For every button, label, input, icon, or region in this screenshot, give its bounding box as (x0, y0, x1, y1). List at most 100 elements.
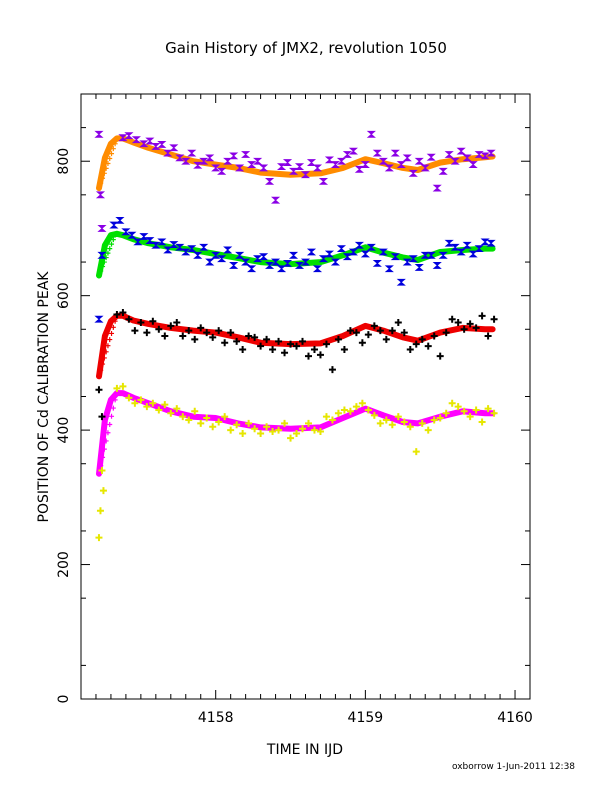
data-point (424, 426, 432, 434)
data-point (270, 258, 281, 266)
y-tick-label: 200 (56, 551, 72, 578)
fit-ramp-point (107, 422, 113, 428)
data-point (139, 140, 149, 148)
data-point (334, 335, 342, 343)
data-point (444, 239, 454, 247)
x-axis-label: TIME IN IJD (266, 742, 343, 758)
data-point (239, 429, 247, 437)
fit-ramp-point (112, 141, 118, 147)
data-point (418, 419, 426, 427)
data-point (322, 340, 330, 348)
fit-ramp-point (101, 446, 107, 452)
data-point (420, 251, 430, 259)
data-point (282, 159, 293, 166)
data-point (372, 149, 382, 157)
data-point (406, 345, 414, 353)
data-point (370, 322, 378, 330)
data-point (432, 184, 442, 192)
data-point (426, 251, 436, 259)
fit-ramp-point (107, 246, 113, 252)
data-point (223, 157, 233, 165)
fit-ramp-point (105, 160, 111, 166)
data-point (354, 241, 364, 249)
data-point (175, 154, 185, 162)
data-point (376, 419, 384, 427)
data-point (199, 243, 209, 251)
data-point (205, 154, 215, 162)
data-point (300, 171, 311, 179)
data-point (460, 325, 468, 333)
fit-ramp-point (105, 430, 111, 436)
fit-ramp-point (98, 180, 104, 186)
data-point (424, 342, 432, 350)
data-point (270, 196, 281, 204)
data-point (360, 250, 370, 258)
data-point (432, 262, 442, 269)
data-point (173, 405, 181, 413)
data-point (478, 312, 486, 320)
data-point (336, 157, 347, 165)
data-point (414, 264, 424, 271)
data-point (490, 315, 498, 323)
data-point (211, 164, 221, 172)
data-point (378, 248, 388, 256)
fit-ramp-point (112, 397, 118, 403)
fit-ramp-point (110, 405, 116, 411)
data-point (299, 425, 307, 433)
data-point (276, 163, 287, 170)
data-point (396, 161, 406, 168)
data-point (454, 403, 462, 411)
data-point (412, 448, 420, 456)
data-point (448, 315, 456, 323)
data-point (342, 151, 352, 158)
data-point (340, 406, 348, 414)
data-point (456, 248, 466, 256)
data-point (342, 253, 352, 261)
data-point (293, 429, 301, 437)
data-point (157, 141, 167, 148)
data-point (352, 329, 360, 337)
fit-ramp-point (98, 367, 104, 373)
data-point (454, 319, 462, 327)
data-point (203, 329, 211, 337)
data-point (336, 245, 347, 253)
y-tick-label: 400 (56, 417, 72, 444)
data-point (191, 407, 199, 415)
data-point (125, 394, 133, 402)
fit-ramp-point (107, 337, 113, 343)
fit-ramp-point (110, 146, 116, 152)
data-point (181, 157, 191, 165)
x-tick-label: 4158 (198, 710, 234, 726)
data-point (241, 151, 251, 158)
data-point (484, 332, 492, 340)
data-point (466, 320, 474, 328)
data-point (125, 315, 133, 323)
data-point (247, 161, 257, 168)
data-point (316, 427, 324, 435)
data-point (115, 216, 125, 224)
data-point (287, 434, 295, 442)
fit-curve (96, 230, 496, 279)
fit-ramp-point (105, 343, 111, 349)
data-point (396, 278, 406, 286)
data-point (293, 342, 301, 350)
data-point (352, 403, 360, 411)
data-point (257, 342, 265, 350)
fit-ramp-point (110, 324, 116, 330)
data-point (426, 153, 436, 161)
fit-ramp-point (103, 349, 109, 355)
data-point (151, 143, 161, 150)
data-point (211, 251, 221, 259)
chart-title: Gain History of JMX2, revolution 1050 (165, 39, 447, 57)
data-point (444, 151, 454, 158)
data-point (462, 241, 472, 249)
data-point (288, 251, 299, 259)
data-point (430, 332, 438, 340)
fit-ramp-point (100, 454, 106, 460)
data-point (364, 331, 372, 339)
data-point (173, 319, 181, 327)
data-point (340, 345, 348, 353)
data-point (348, 147, 358, 155)
fit-ramp-point (101, 170, 107, 176)
data-point (442, 409, 450, 417)
